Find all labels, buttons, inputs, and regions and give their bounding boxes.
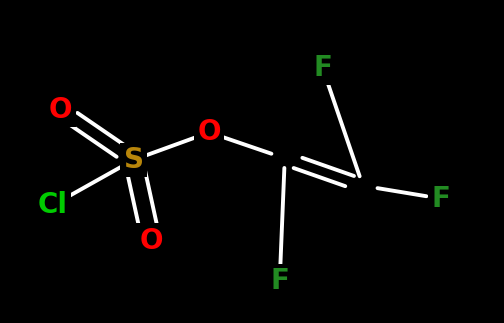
- Text: Cl: Cl: [38, 191, 68, 219]
- Text: F: F: [270, 267, 289, 295]
- Text: O: O: [140, 227, 163, 255]
- Text: O: O: [49, 96, 72, 124]
- Text: O: O: [198, 119, 221, 146]
- Text: F: F: [431, 185, 451, 213]
- Text: S: S: [123, 146, 144, 174]
- Text: F: F: [313, 54, 332, 82]
